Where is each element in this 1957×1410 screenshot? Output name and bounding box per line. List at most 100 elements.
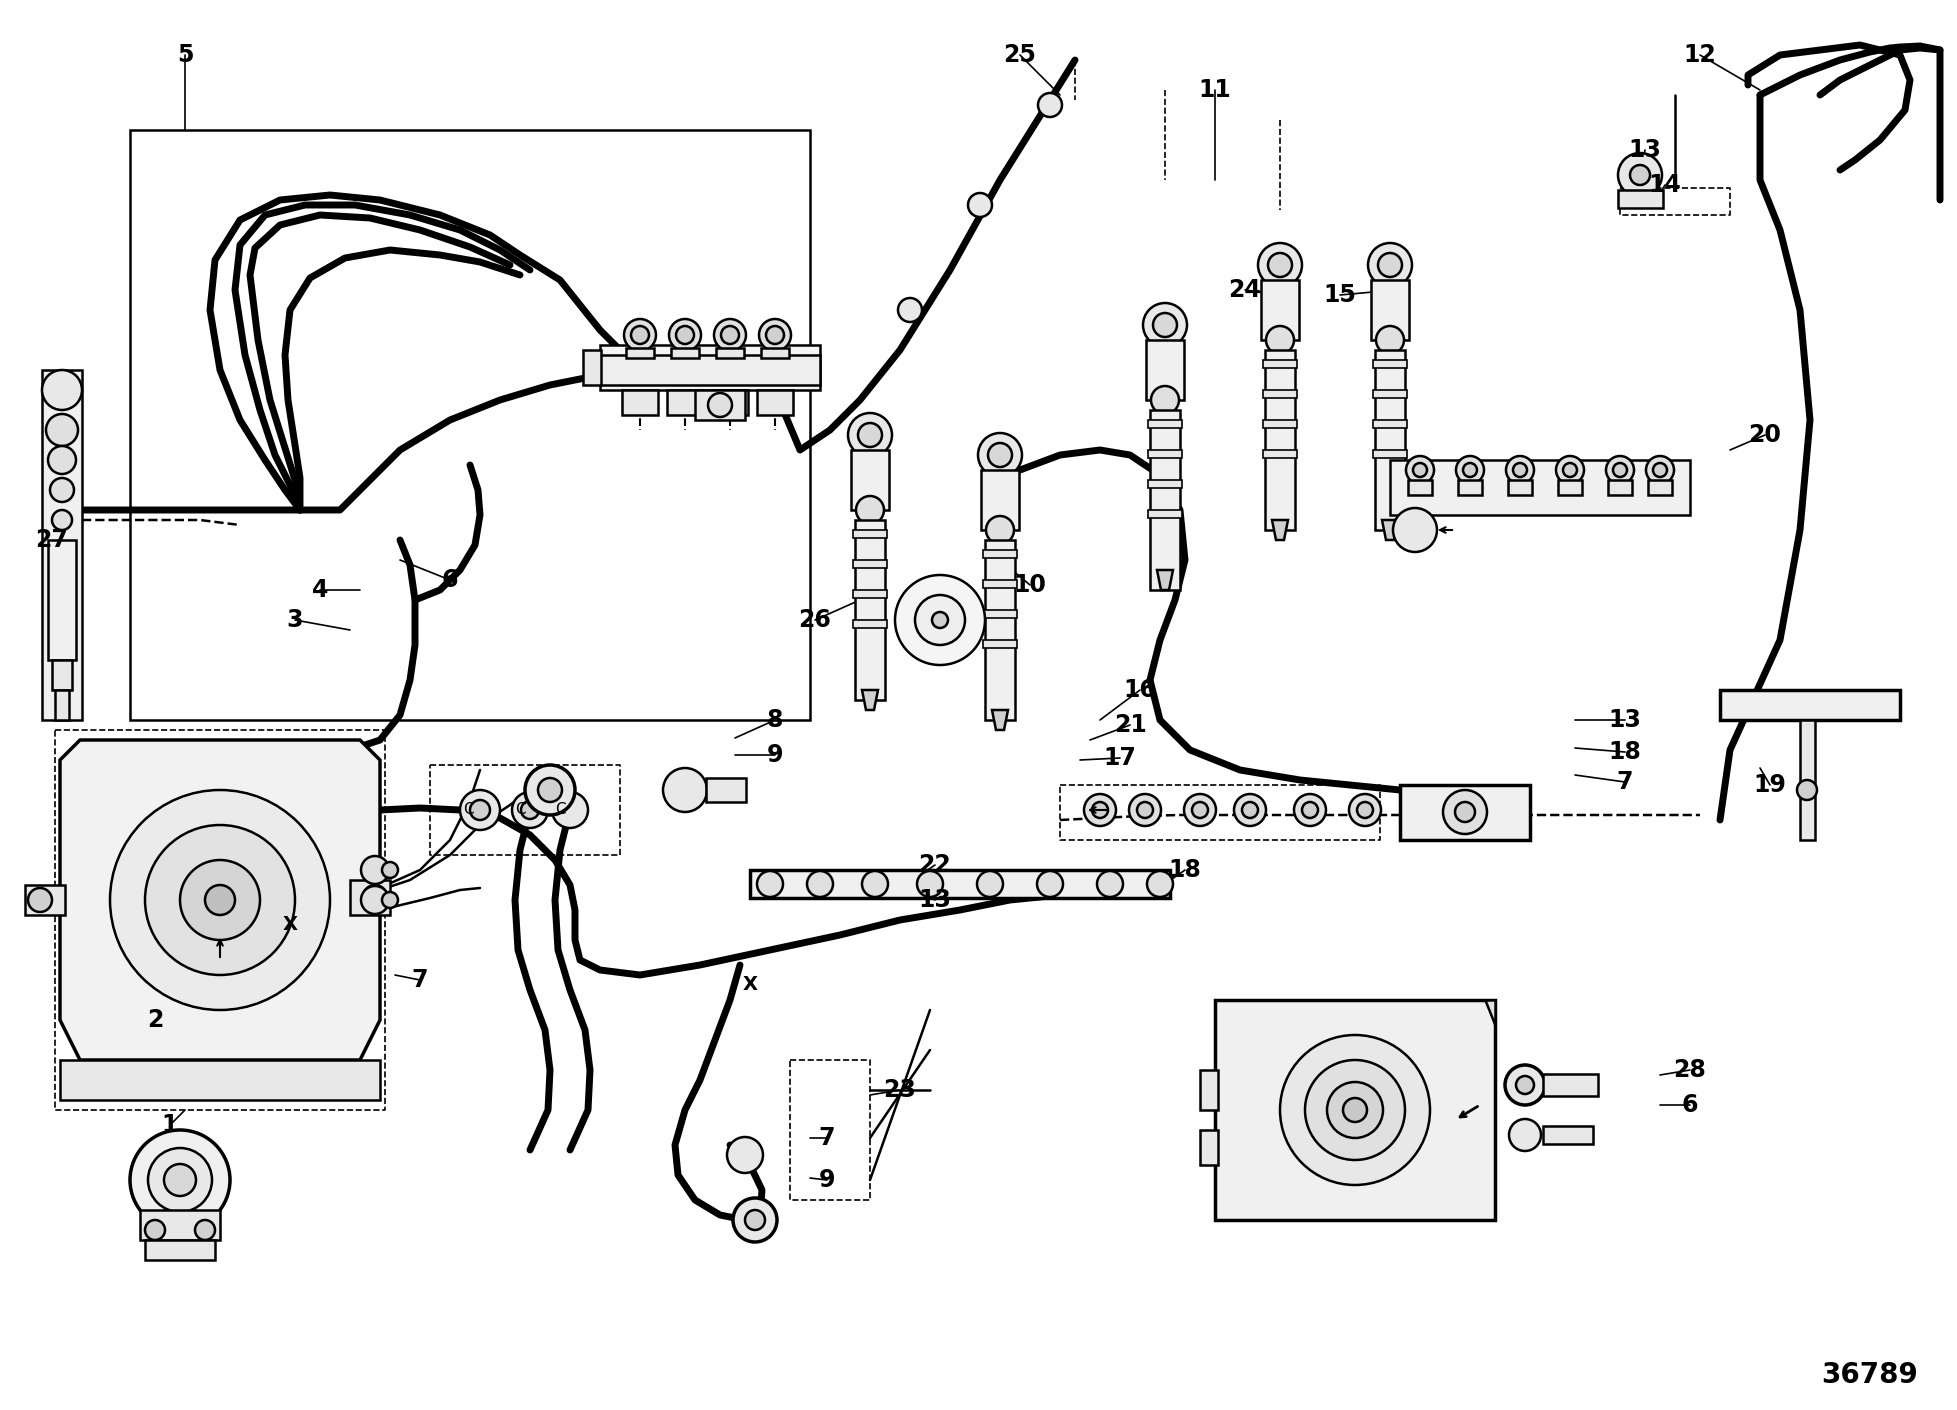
Circle shape — [969, 193, 992, 217]
Circle shape — [47, 415, 78, 446]
Bar — [1542, 1127, 1593, 1144]
Bar — [757, 391, 793, 415]
Text: 21: 21 — [1114, 713, 1147, 737]
Circle shape — [746, 1210, 765, 1230]
Bar — [1609, 479, 1632, 495]
Bar — [1262, 420, 1297, 429]
Bar — [695, 391, 746, 420]
Circle shape — [977, 871, 1004, 897]
Text: C: C — [554, 802, 566, 818]
Circle shape — [675, 326, 695, 344]
Circle shape — [1137, 802, 1153, 818]
Circle shape — [855, 496, 885, 525]
Polygon shape — [1157, 570, 1172, 589]
Text: 18: 18 — [1609, 740, 1642, 764]
Circle shape — [1243, 802, 1258, 818]
Circle shape — [1797, 780, 1816, 799]
Circle shape — [1153, 313, 1176, 337]
Text: 10: 10 — [1014, 572, 1047, 596]
Bar — [1558, 479, 1581, 495]
Bar — [25, 885, 65, 915]
Circle shape — [1376, 326, 1403, 354]
Text: 1: 1 — [162, 1112, 178, 1136]
Bar — [1262, 360, 1297, 368]
Bar — [41, 369, 82, 721]
Text: 18: 18 — [1168, 859, 1202, 883]
Bar — [761, 348, 789, 358]
Text: 9: 9 — [818, 1167, 836, 1191]
Circle shape — [1129, 794, 1161, 826]
Circle shape — [164, 1165, 196, 1196]
Circle shape — [806, 871, 834, 897]
Circle shape — [1454, 802, 1476, 822]
Circle shape — [53, 510, 72, 530]
Bar — [1720, 689, 1900, 721]
Circle shape — [513, 792, 548, 828]
Circle shape — [894, 575, 984, 666]
Circle shape — [726, 1136, 763, 1173]
Circle shape — [382, 893, 397, 908]
Circle shape — [1607, 455, 1634, 484]
Circle shape — [1618, 154, 1661, 197]
Bar — [1262, 391, 1297, 398]
Circle shape — [1405, 455, 1434, 484]
Circle shape — [757, 871, 783, 897]
Bar — [982, 640, 1018, 649]
Bar — [982, 611, 1018, 618]
Polygon shape — [992, 711, 1008, 730]
Text: C: C — [515, 802, 524, 818]
Bar — [1149, 510, 1182, 517]
Circle shape — [145, 825, 296, 974]
Circle shape — [1084, 794, 1115, 826]
Circle shape — [538, 778, 562, 802]
Text: 11: 11 — [1198, 78, 1231, 102]
Circle shape — [932, 612, 947, 627]
Bar — [855, 520, 885, 699]
Circle shape — [669, 319, 701, 351]
Polygon shape — [1485, 1000, 1495, 1025]
Text: 16: 16 — [1123, 678, 1157, 702]
Bar — [984, 540, 1016, 721]
Circle shape — [360, 885, 389, 914]
Bar — [1399, 785, 1530, 840]
Text: 13: 13 — [1628, 138, 1661, 162]
Circle shape — [916, 595, 965, 644]
Text: 5: 5 — [176, 42, 194, 68]
Bar — [1151, 410, 1180, 589]
Text: 7: 7 — [1616, 770, 1634, 794]
Bar — [1374, 391, 1407, 398]
Text: 7: 7 — [818, 1127, 836, 1151]
Bar — [53, 660, 72, 689]
Circle shape — [49, 446, 76, 474]
Bar — [1407, 479, 1433, 495]
Circle shape — [986, 516, 1014, 544]
Bar — [750, 870, 1170, 898]
Bar — [626, 348, 654, 358]
Circle shape — [1654, 462, 1667, 477]
Circle shape — [1505, 1065, 1544, 1105]
Bar — [1618, 190, 1663, 209]
Bar — [671, 348, 699, 358]
Circle shape — [765, 326, 785, 344]
Circle shape — [205, 885, 235, 915]
Text: C: C — [462, 802, 474, 818]
Text: 2: 2 — [147, 1008, 162, 1032]
Circle shape — [145, 1220, 164, 1239]
Circle shape — [196, 1220, 215, 1239]
Bar — [141, 1210, 219, 1239]
Bar — [49, 540, 76, 660]
Text: X: X — [282, 915, 297, 935]
Bar — [1376, 350, 1405, 530]
Bar — [1215, 1000, 1495, 1220]
Bar — [1389, 460, 1691, 515]
Circle shape — [1266, 326, 1294, 354]
Circle shape — [552, 792, 587, 828]
Circle shape — [1098, 871, 1123, 897]
Bar — [1458, 479, 1481, 495]
Circle shape — [129, 1129, 231, 1230]
Circle shape — [1037, 93, 1063, 117]
Circle shape — [714, 319, 746, 351]
Circle shape — [624, 319, 656, 351]
Polygon shape — [861, 689, 879, 711]
Circle shape — [524, 766, 575, 815]
